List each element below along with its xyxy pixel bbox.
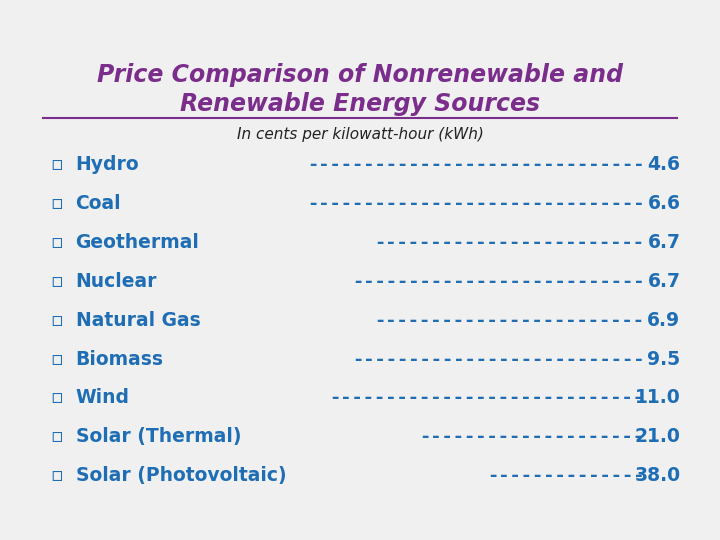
Text: Biomass: Biomass xyxy=(76,349,163,369)
Text: --------------------: -------------------- xyxy=(419,427,644,447)
Text: ▫: ▫ xyxy=(50,310,63,330)
Text: ▫: ▫ xyxy=(50,155,63,174)
Text: ----------------------------: ---------------------------- xyxy=(329,388,644,408)
Text: Price Comparison of Nonrenewable and: Price Comparison of Nonrenewable and xyxy=(97,63,623,86)
Text: ▫: ▫ xyxy=(50,233,63,252)
Text: 6.9: 6.9 xyxy=(647,310,680,330)
Text: --------------------------: -------------------------- xyxy=(352,349,644,369)
Text: Solar (Thermal): Solar (Thermal) xyxy=(76,427,241,447)
Text: ▫: ▫ xyxy=(50,427,63,447)
Text: 4.6: 4.6 xyxy=(647,155,680,174)
Text: ▫: ▫ xyxy=(50,466,63,485)
Text: 21.0: 21.0 xyxy=(634,427,680,447)
Text: Coal: Coal xyxy=(76,194,121,213)
Text: ▫: ▫ xyxy=(50,388,63,408)
Text: 38.0: 38.0 xyxy=(634,466,680,485)
Text: Nuclear: Nuclear xyxy=(76,272,157,291)
Text: ------------------------------: ------------------------------ xyxy=(307,194,644,213)
Text: 6.7: 6.7 xyxy=(647,233,680,252)
Text: --------------------------: -------------------------- xyxy=(352,272,644,291)
Text: 6.6: 6.6 xyxy=(647,194,680,213)
Text: Renewable Energy Sources: Renewable Energy Sources xyxy=(180,92,540,116)
Text: Hydro: Hydro xyxy=(76,155,139,174)
Text: ▫: ▫ xyxy=(50,194,63,213)
Text: Geothermal: Geothermal xyxy=(76,233,199,252)
Text: --------------: -------------- xyxy=(487,466,644,485)
Text: ▫: ▫ xyxy=(50,349,63,369)
Text: ------------------------: ------------------------ xyxy=(374,310,644,330)
Text: 9.5: 9.5 xyxy=(647,349,680,369)
Text: Solar (Photovoltaic): Solar (Photovoltaic) xyxy=(76,466,287,485)
Text: Wind: Wind xyxy=(76,388,130,408)
Text: 11.0: 11.0 xyxy=(634,388,680,408)
Text: ------------------------: ------------------------ xyxy=(374,233,644,252)
Text: ------------------------------: ------------------------------ xyxy=(307,155,644,174)
Text: In cents per kilowatt-hour (kWh): In cents per kilowatt-hour (kWh) xyxy=(237,127,483,143)
Text: 6.7: 6.7 xyxy=(647,272,680,291)
Text: ▫: ▫ xyxy=(50,272,63,291)
Text: Natural Gas: Natural Gas xyxy=(76,310,200,330)
